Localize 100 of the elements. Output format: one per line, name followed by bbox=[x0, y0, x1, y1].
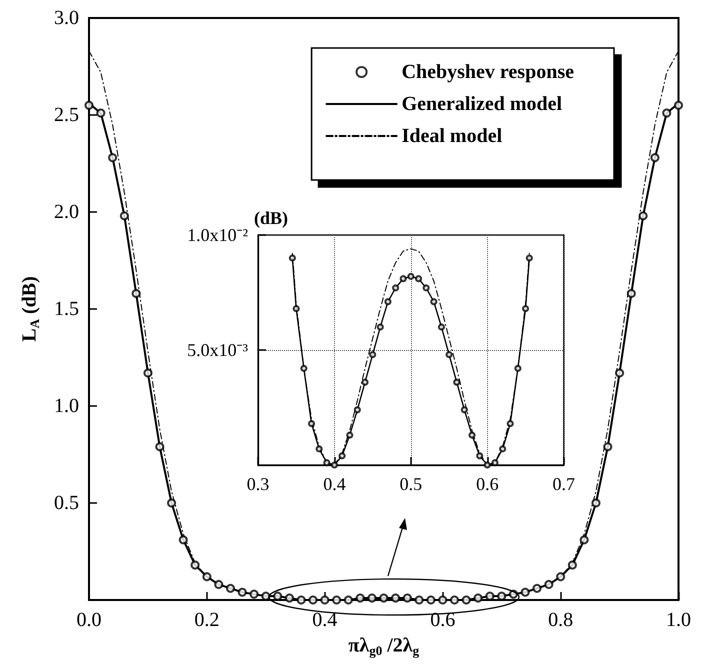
point bbox=[568, 560, 577, 570]
point bbox=[143, 368, 152, 378]
y-tick-label: 1.0 bbox=[54, 395, 79, 417]
point bbox=[356, 594, 365, 603]
y-tick-label: 1.0x10⁻² bbox=[187, 225, 248, 245]
point bbox=[190, 560, 200, 570]
point bbox=[376, 324, 384, 330]
point bbox=[626, 288, 636, 298]
point bbox=[438, 324, 445, 330]
point bbox=[346, 432, 354, 439]
x-tick-label: 0.4 bbox=[312, 609, 338, 631]
point bbox=[426, 596, 436, 604]
point bbox=[178, 535, 188, 544]
y-tick-label: 0.5 bbox=[54, 492, 79, 514]
point bbox=[532, 584, 542, 593]
legend-label: Ideal model bbox=[402, 125, 503, 147]
x-tick-label: 0.8 bbox=[548, 609, 574, 631]
point bbox=[506, 420, 514, 428]
point bbox=[638, 211, 648, 220]
point bbox=[120, 211, 129, 220]
x-tick-label: 0.5 bbox=[400, 474, 422, 494]
point bbox=[430, 298, 438, 306]
point bbox=[316, 445, 323, 452]
point bbox=[674, 100, 683, 110]
x-tick-label: 0.2 bbox=[194, 609, 220, 631]
point bbox=[615, 368, 624, 378]
point bbox=[392, 284, 400, 292]
point bbox=[202, 572, 212, 582]
legend-label: Generalized model bbox=[402, 93, 563, 115]
point bbox=[474, 594, 483, 603]
point bbox=[522, 305, 530, 312]
point bbox=[446, 351, 453, 358]
point bbox=[391, 594, 400, 603]
point bbox=[226, 584, 235, 593]
x-tick-label: 1.0 bbox=[666, 609, 691, 631]
point bbox=[526, 254, 533, 262]
point bbox=[460, 406, 468, 414]
point bbox=[462, 596, 471, 604]
point bbox=[499, 445, 506, 452]
point bbox=[407, 272, 414, 280]
y-tick-label: 2.5 bbox=[54, 104, 79, 126]
point bbox=[520, 588, 530, 597]
point bbox=[484, 462, 491, 468]
point bbox=[167, 498, 176, 508]
x-tick-label: 0.4 bbox=[323, 474, 346, 494]
legend-label: Chebyshev response bbox=[402, 61, 574, 83]
point bbox=[662, 108, 672, 118]
point bbox=[491, 459, 498, 466]
point bbox=[108, 153, 118, 162]
x-tick-label: 0.3 bbox=[246, 474, 270, 494]
point bbox=[476, 452, 484, 460]
point bbox=[402, 594, 412, 603]
point bbox=[450, 596, 459, 604]
point bbox=[468, 432, 476, 439]
point bbox=[514, 364, 522, 372]
point bbox=[323, 459, 330, 466]
point bbox=[556, 572, 566, 582]
point bbox=[250, 590, 259, 599]
point bbox=[414, 596, 424, 604]
point bbox=[367, 594, 376, 603]
point bbox=[84, 100, 94, 110]
point bbox=[288, 254, 296, 262]
point bbox=[400, 275, 407, 282]
point bbox=[214, 580, 224, 589]
x-tick-label: 0.7 bbox=[552, 474, 575, 494]
point bbox=[384, 298, 392, 306]
point bbox=[497, 592, 506, 601]
y-axis-title: LA (dB) bbox=[18, 276, 42, 342]
point bbox=[650, 153, 660, 162]
point bbox=[132, 288, 141, 298]
point bbox=[308, 596, 318, 604]
point bbox=[320, 596, 330, 604]
point bbox=[603, 442, 612, 452]
point bbox=[300, 364, 308, 372]
point bbox=[330, 462, 338, 468]
point bbox=[96, 108, 106, 118]
y-tick-label: 2.0 bbox=[54, 201, 79, 223]
point bbox=[453, 378, 460, 386]
point bbox=[332, 596, 342, 604]
point bbox=[362, 378, 369, 386]
point bbox=[379, 594, 388, 603]
y-tick-label: 5.0x10⁻³ bbox=[187, 340, 249, 360]
point bbox=[155, 442, 164, 452]
point bbox=[261, 592, 270, 601]
point bbox=[369, 351, 376, 358]
point bbox=[292, 305, 300, 312]
point bbox=[344, 596, 353, 604]
point bbox=[591, 498, 600, 508]
y-tick-label: 1.5 bbox=[54, 298, 79, 320]
y-axis-title: (dB) bbox=[254, 208, 288, 228]
point bbox=[580, 535, 589, 544]
y-tick-label: 3.0 bbox=[54, 7, 79, 29]
point bbox=[544, 580, 554, 589]
point bbox=[485, 592, 494, 601]
point bbox=[238, 588, 247, 597]
point bbox=[438, 596, 448, 604]
point bbox=[422, 284, 430, 292]
x-tick-label: 0.6 bbox=[476, 474, 499, 494]
point bbox=[296, 596, 306, 604]
point bbox=[415, 275, 422, 282]
